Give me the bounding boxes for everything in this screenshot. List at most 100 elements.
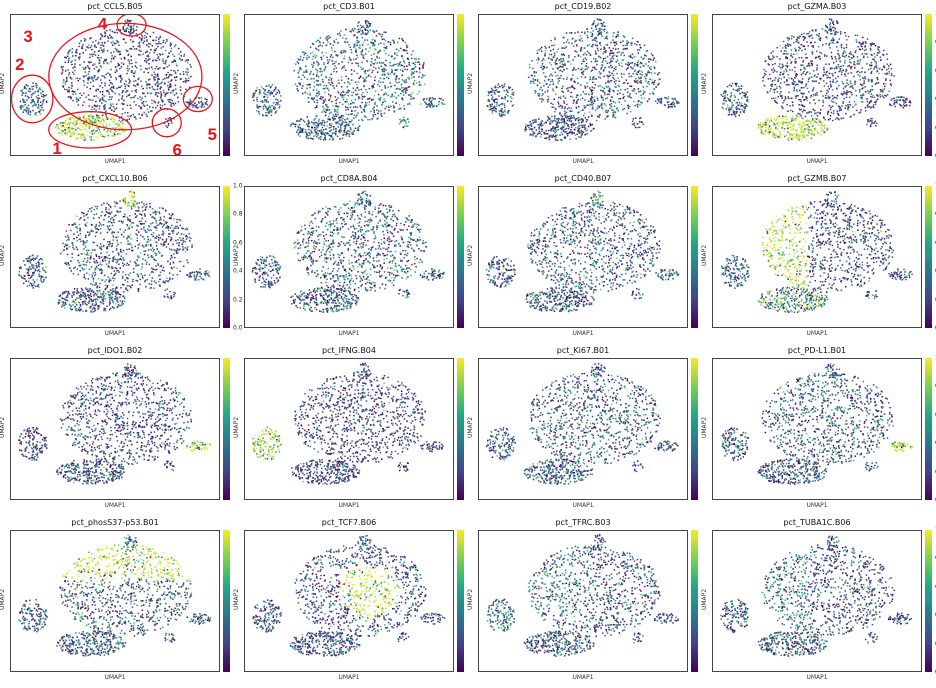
data-point [205, 101, 208, 103]
data-point [87, 47, 90, 49]
data-point [356, 54, 358, 57]
data-point [20, 90, 22, 92]
data-point [278, 101, 280, 103]
data-point [795, 118, 797, 120]
data-point [626, 95, 629, 97]
data-point [366, 25, 369, 28]
data-point [638, 76, 640, 79]
data-point [114, 130, 117, 132]
data-point [552, 90, 554, 92]
data-point [313, 122, 315, 124]
data-point [320, 132, 322, 134]
data-point [372, 84, 374, 87]
data-point [554, 37, 556, 39]
data-point [364, 78, 366, 80]
data-point [206, 104, 209, 106]
data-point [106, 50, 109, 52]
data-point [128, 53, 130, 56]
data-point [741, 97, 743, 99]
data-point [767, 130, 769, 133]
data-point [594, 109, 597, 112]
data-point [76, 48, 78, 51]
data-point [347, 78, 350, 80]
data-point [268, 106, 270, 109]
data-point [297, 62, 300, 64]
data-point [115, 114, 118, 116]
data-point [109, 130, 112, 132]
data-point [374, 40, 376, 43]
data-point [342, 51, 345, 53]
data-point [126, 95, 128, 98]
data-point [781, 126, 784, 128]
data-point [557, 78, 559, 80]
data-point [326, 131, 329, 134]
data-point [422, 64, 425, 66]
data-point [496, 101, 498, 104]
data-point [35, 85, 37, 87]
data-point [130, 59, 132, 61]
data-point [320, 129, 322, 131]
data-point [532, 131, 534, 133]
data-point [629, 110, 632, 113]
data-point [537, 123, 539, 126]
data-point [153, 88, 156, 91]
data-point [601, 61, 604, 64]
data-point [90, 120, 93, 122]
data-point [886, 69, 888, 71]
data-point [643, 76, 646, 79]
data-point [364, 27, 366, 30]
data-point [73, 124, 76, 126]
data-point [428, 100, 430, 102]
data-point [540, 133, 543, 136]
data-point [115, 69, 118, 71]
data-point [138, 113, 140, 115]
data-point [630, 66, 632, 68]
data-point [401, 119, 403, 122]
data-point [84, 139, 87, 141]
data-point [316, 95, 318, 98]
data-point [665, 97, 667, 99]
data-point [800, 128, 803, 130]
data-point [490, 87, 493, 90]
data-point [559, 62, 561, 64]
data-point [776, 137, 779, 139]
data-point [668, 105, 671, 108]
data-point [577, 55, 580, 57]
data-point [94, 121, 96, 124]
data-point [139, 117, 142, 119]
data-point [72, 55, 74, 57]
data-point [616, 34, 618, 37]
data-point [39, 88, 42, 91]
data-point [809, 120, 811, 122]
data-point [620, 104, 623, 106]
data-point [762, 124, 764, 126]
data-point [339, 128, 341, 131]
data-point [841, 93, 844, 95]
data-point [337, 108, 339, 111]
data-point [603, 69, 605, 71]
data-point [590, 60, 593, 63]
data-point [600, 95, 603, 97]
data-point [142, 87, 144, 90]
data-point [326, 108, 328, 111]
data-point [338, 101, 341, 104]
data-point [495, 111, 497, 113]
data-point [297, 134, 300, 136]
data-point [88, 98, 90, 101]
data-point [315, 128, 317, 130]
data-point [806, 124, 808, 126]
data-point [333, 110, 336, 113]
data-point [631, 68, 633, 70]
data-point [795, 136, 798, 138]
data-point [407, 118, 409, 120]
data-point [654, 100, 657, 102]
data-point [554, 71, 557, 74]
data-point [370, 64, 372, 66]
data-point [358, 46, 360, 49]
data-point [555, 134, 557, 136]
data-point [796, 73, 799, 76]
data-point [312, 132, 314, 134]
data-point [60, 66, 63, 68]
data-point [347, 122, 349, 125]
data-point [398, 103, 401, 106]
